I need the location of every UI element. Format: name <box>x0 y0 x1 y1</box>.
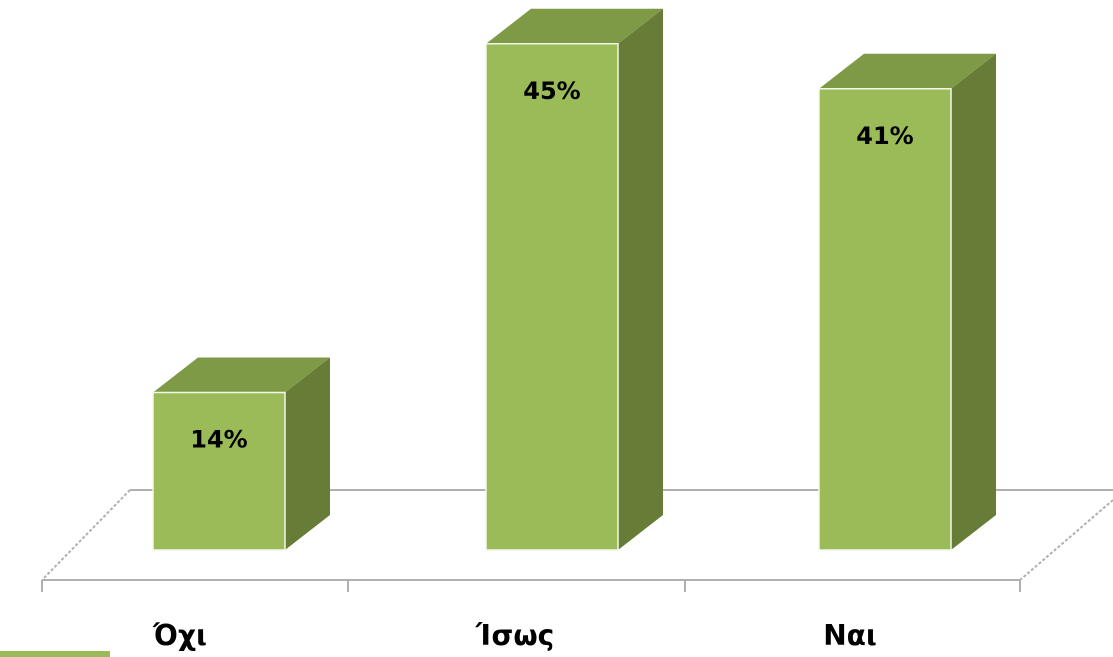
bar-side <box>285 357 330 550</box>
bar <box>152 391 286 551</box>
bar-top <box>819 53 996 89</box>
bar <box>485 43 619 551</box>
decor-strip <box>0 651 110 657</box>
floor-right-edge <box>1019 499 1113 581</box>
value-label: 14% <box>190 426 247 454</box>
x-tick-label: Ίσως <box>475 619 555 652</box>
bar <box>818 88 952 551</box>
x-tick-label: Όχι <box>152 619 207 652</box>
bar-top <box>153 357 330 393</box>
value-label: 45% <box>523 77 580 105</box>
floor-left-edge <box>41 489 131 581</box>
bar-top <box>486 8 663 44</box>
value-label: 41% <box>856 122 913 150</box>
bar-side <box>618 8 663 550</box>
x-tick-label: Ναι <box>823 619 877 652</box>
bar-side <box>951 53 996 550</box>
